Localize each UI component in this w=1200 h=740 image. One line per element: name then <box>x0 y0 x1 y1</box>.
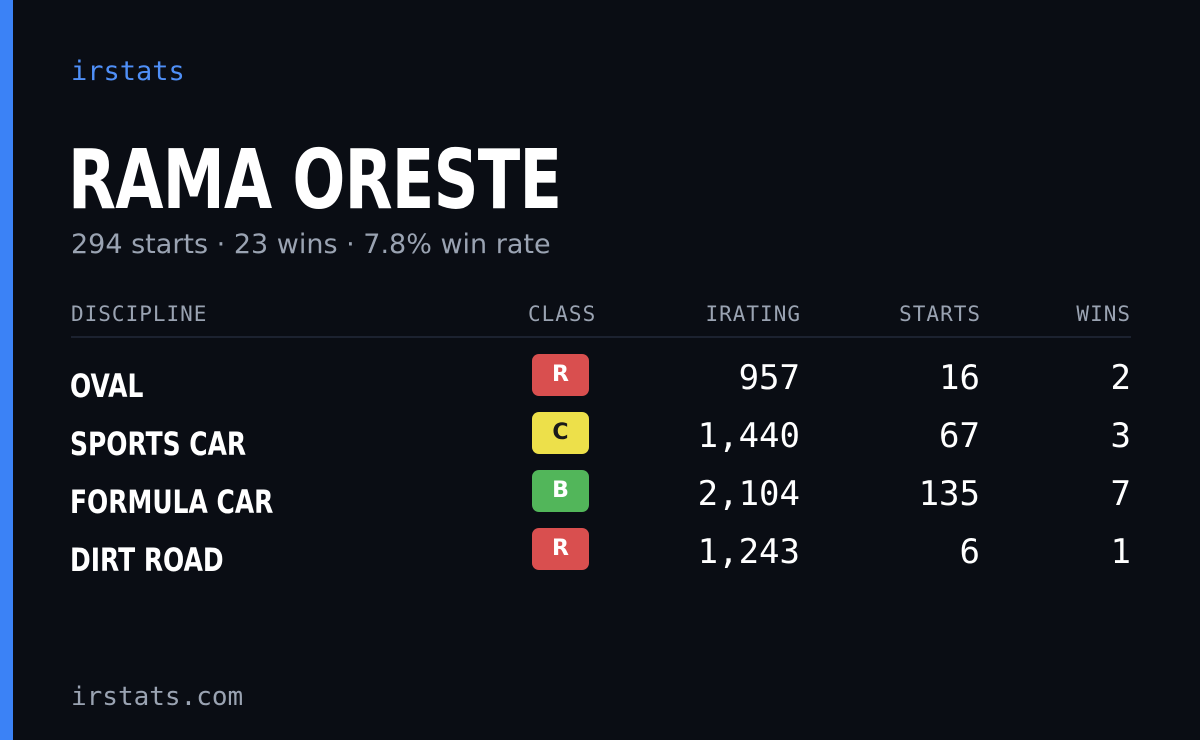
header-divider <box>71 336 1131 338</box>
header-wins: WINS <box>1076 302 1131 326</box>
class-badge: R <box>532 528 589 570</box>
wins-value: 3 <box>1110 416 1131 456</box>
header-class: CLASS <box>528 302 597 326</box>
table-row: OVAL R 957 16 2 <box>70 350 1131 408</box>
footer-url: irstats.com <box>71 682 244 712</box>
player-name: RAMA ORESTE <box>68 133 562 228</box>
irating-value: 1,243 <box>697 532 800 572</box>
table-row: SPORTS CAR C 1,440 67 3 <box>70 408 1131 466</box>
starts-value: 16 <box>939 358 980 398</box>
header-irating: IRATING <box>705 302 801 326</box>
starts-value: 67 <box>939 416 980 456</box>
discipline-name: OVAL <box>70 367 144 405</box>
irating-value: 957 <box>738 358 800 398</box>
irating-value: 2,104 <box>697 474 800 514</box>
header-discipline: DISCIPLINE <box>71 302 208 326</box>
class-badge: R <box>532 354 589 396</box>
accent-bar <box>0 0 13 740</box>
player-summary: 294 starts · 23 wins · 7.8% win rate <box>71 229 551 260</box>
starts-value: 135 <box>918 474 980 514</box>
wins-value: 2 <box>1110 358 1131 398</box>
discipline-name: FORMULA CAR <box>70 483 274 521</box>
discipline-name: SPORTS CAR <box>70 425 247 463</box>
irating-value: 1,440 <box>697 416 800 456</box>
starts-value: 6 <box>959 532 980 572</box>
stats-table-body: OVAL R 957 16 2 SPORTS CAR C 1,440 67 3 … <box>70 350 1131 582</box>
wins-value: 7 <box>1110 474 1131 514</box>
table-row: DIRT ROAD R 1,243 6 1 <box>70 524 1131 582</box>
table-row: FORMULA CAR B 2,104 135 7 <box>70 466 1131 524</box>
class-badge: C <box>532 412 589 454</box>
stats-table-header: DISCIPLINE CLASS IRATING STARTS WINS <box>71 300 1131 328</box>
class-badge: B <box>532 470 589 512</box>
discipline-name: DIRT ROAD <box>70 541 224 579</box>
brand-logo-text: irstats <box>71 56 185 87</box>
header-starts: STARTS <box>899 302 981 326</box>
wins-value: 1 <box>1110 532 1131 572</box>
